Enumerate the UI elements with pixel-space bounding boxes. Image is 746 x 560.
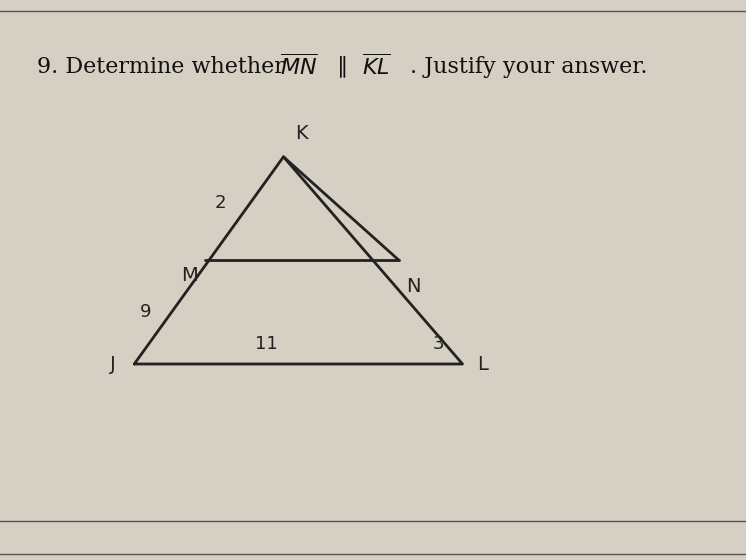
Text: 11: 11 bbox=[255, 335, 278, 353]
Text: 9: 9 bbox=[140, 303, 151, 321]
Text: 2: 2 bbox=[214, 194, 225, 212]
Text: N: N bbox=[407, 277, 421, 296]
Text: L: L bbox=[477, 354, 489, 374]
Text: $\overline{KL}$: $\overline{KL}$ bbox=[362, 54, 391, 80]
Text: . Justify your answer.: . Justify your answer. bbox=[410, 56, 648, 78]
Text: 9. Determine whether: 9. Determine whether bbox=[37, 56, 292, 78]
Text: M: M bbox=[181, 266, 198, 285]
Text: $\parallel$: $\parallel$ bbox=[332, 54, 347, 80]
Text: 3: 3 bbox=[433, 335, 444, 353]
Text: K: K bbox=[295, 124, 307, 143]
Text: J: J bbox=[110, 354, 116, 374]
Text: $\overline{MN}$: $\overline{MN}$ bbox=[280, 54, 318, 80]
